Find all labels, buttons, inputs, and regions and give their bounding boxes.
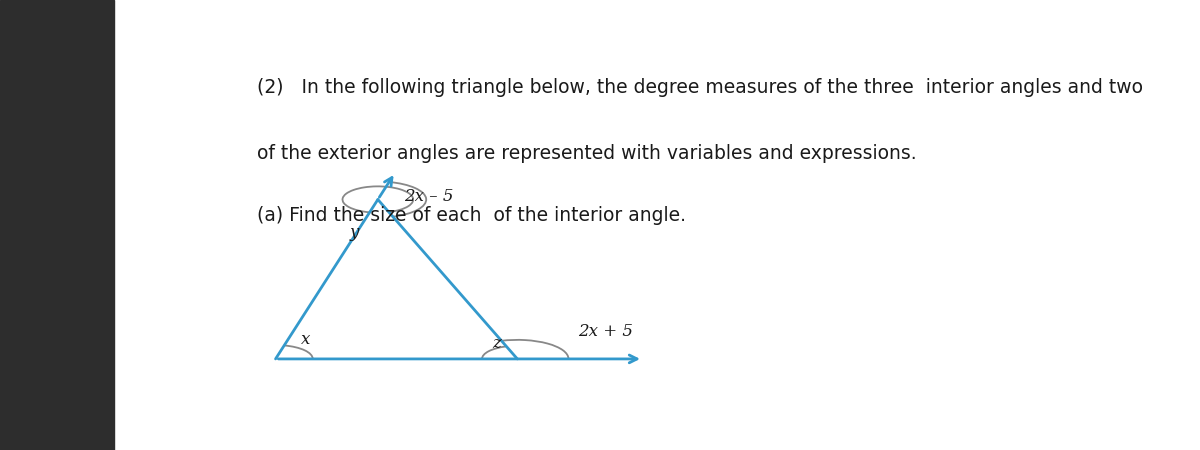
Text: z: z: [492, 335, 502, 352]
Text: 2x – 5: 2x – 5: [404, 188, 454, 205]
Text: (2)   In the following triangle below, the degree measures of the three  interio: (2) In the following triangle below, the…: [257, 78, 1142, 97]
Text: y: y: [350, 224, 359, 241]
Text: x: x: [301, 331, 310, 348]
Text: of the exterior angles are represented with variables and expressions.: of the exterior angles are represented w…: [257, 144, 917, 163]
Text: 2x + 5: 2x + 5: [578, 323, 632, 340]
Text: (a) Find the size of each  of the interior angle.: (a) Find the size of each of the interio…: [257, 207, 686, 225]
